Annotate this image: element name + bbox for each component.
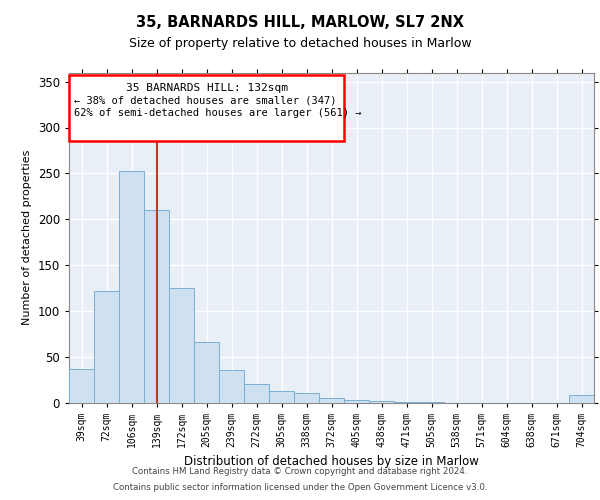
Bar [244, 384, 269, 402]
Bar [269, 390, 294, 402]
Bar [344, 400, 369, 402]
Bar [294, 394, 319, 402]
Text: 35, BARNARDS HILL, MARLOW, SL7 2NX: 35, BARNARDS HILL, MARLOW, SL7 2NX [136, 15, 464, 30]
X-axis label: Distribution of detached houses by size in Marlow: Distribution of detached houses by size … [184, 455, 479, 468]
Y-axis label: Number of detached properties: Number of detached properties [22, 150, 32, 325]
Bar [319, 398, 344, 402]
Text: Contains HM Land Registry data © Crown copyright and database right 2024.: Contains HM Land Registry data © Crown c… [132, 467, 468, 476]
Bar [69, 368, 94, 402]
Bar [219, 370, 244, 402]
Text: 35 BARNARDS HILL: 132sqm: 35 BARNARDS HILL: 132sqm [125, 82, 287, 92]
Bar [69, 75, 344, 141]
Text: 62% of semi-detached houses are larger (561) →: 62% of semi-detached houses are larger (… [74, 108, 361, 118]
Text: Contains public sector information licensed under the Open Government Licence v3: Contains public sector information licen… [113, 484, 487, 492]
Bar [144, 210, 169, 402]
Bar [194, 342, 219, 402]
Bar [94, 290, 119, 403]
Bar [569, 395, 594, 402]
Bar [119, 170, 144, 402]
Bar [169, 288, 194, 403]
Bar [369, 400, 394, 402]
Text: Size of property relative to detached houses in Marlow: Size of property relative to detached ho… [128, 38, 472, 51]
Text: ← 38% of detached houses are smaller (347): ← 38% of detached houses are smaller (34… [74, 96, 337, 106]
